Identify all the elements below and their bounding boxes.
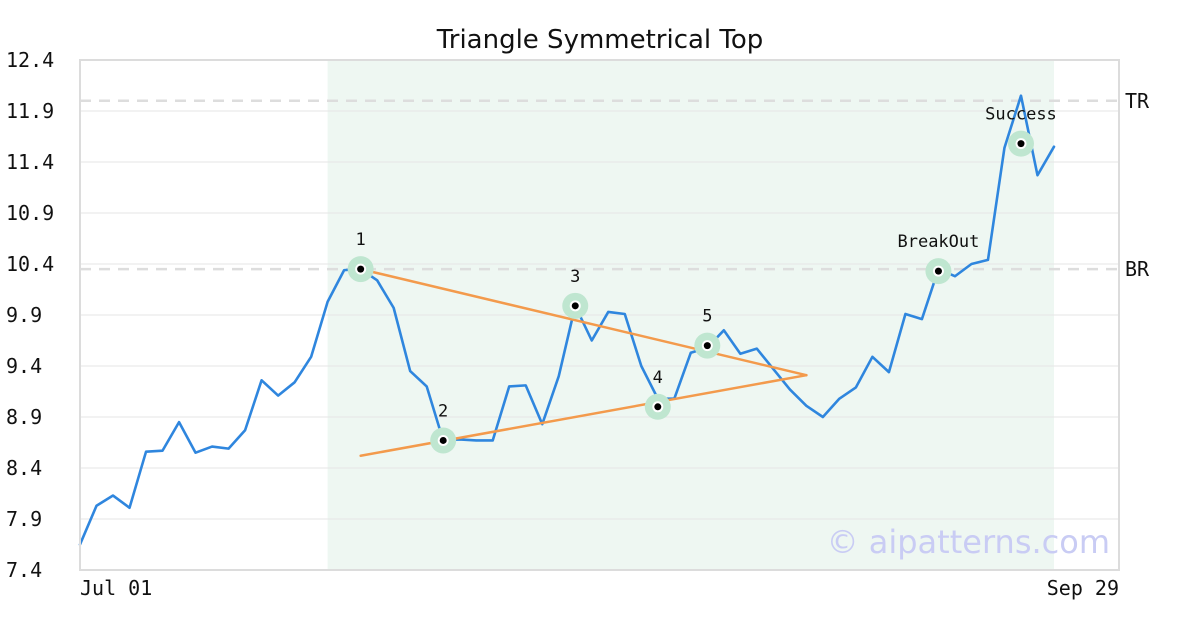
text-layer: Triangle Symmetrical Top © aipatterns.co…	[6, 25, 1150, 600]
y-tick-label: 10.4	[6, 252, 54, 276]
annotation-label: 5	[702, 307, 712, 327]
annotation-label: 2	[438, 401, 448, 421]
plot-frame	[79, 59, 1120, 571]
y-tick-label: 11.9	[6, 99, 54, 123]
y-tick-label: 8.4	[6, 456, 42, 480]
annotation-label: BreakOut	[897, 232, 979, 252]
x-tick-label: Sep 29	[1047, 576, 1119, 600]
plot-frame-layer	[79, 59, 1120, 571]
annotation-label: Success	[985, 105, 1057, 125]
x-tick-label: Jul 01	[80, 576, 152, 600]
y-tick-label: 10.9	[6, 201, 54, 225]
y-tick-label: 8.9	[6, 405, 42, 429]
chart-title: Triangle Symmetrical Top	[436, 25, 764, 55]
reference-line-label: TR	[1125, 89, 1150, 113]
series-layer	[78, 94, 1056, 546]
annotation-marker-dot	[654, 403, 662, 411]
annotation-marker-dot	[1017, 140, 1025, 148]
price-series-line	[78, 94, 1056, 546]
annotation-marker-dot	[934, 267, 942, 275]
trendline	[359, 267, 808, 377]
y-tick-label: 12.4	[6, 48, 54, 72]
reference-line-label: BR	[1125, 257, 1150, 281]
y-tick-label: 9.9	[6, 303, 42, 327]
markers-layer	[347, 130, 1034, 454]
annotation-marker-dot	[357, 265, 365, 273]
watermark-text: © aipatterns.com	[827, 523, 1110, 561]
y-tick-label: 7.9	[6, 507, 42, 531]
annotation-marker-dot	[571, 302, 579, 310]
annotation-marker-dot	[703, 342, 711, 350]
y-tick-label: 11.4	[6, 150, 54, 174]
annotation-label: 1	[356, 230, 366, 250]
y-tick-label: 9.4	[6, 354, 42, 378]
y-tick-label: 7.4	[6, 558, 42, 582]
annotation-marker-dot	[439, 436, 447, 444]
annotation-label: 3	[570, 267, 580, 287]
annotation-label: 4	[653, 368, 663, 388]
